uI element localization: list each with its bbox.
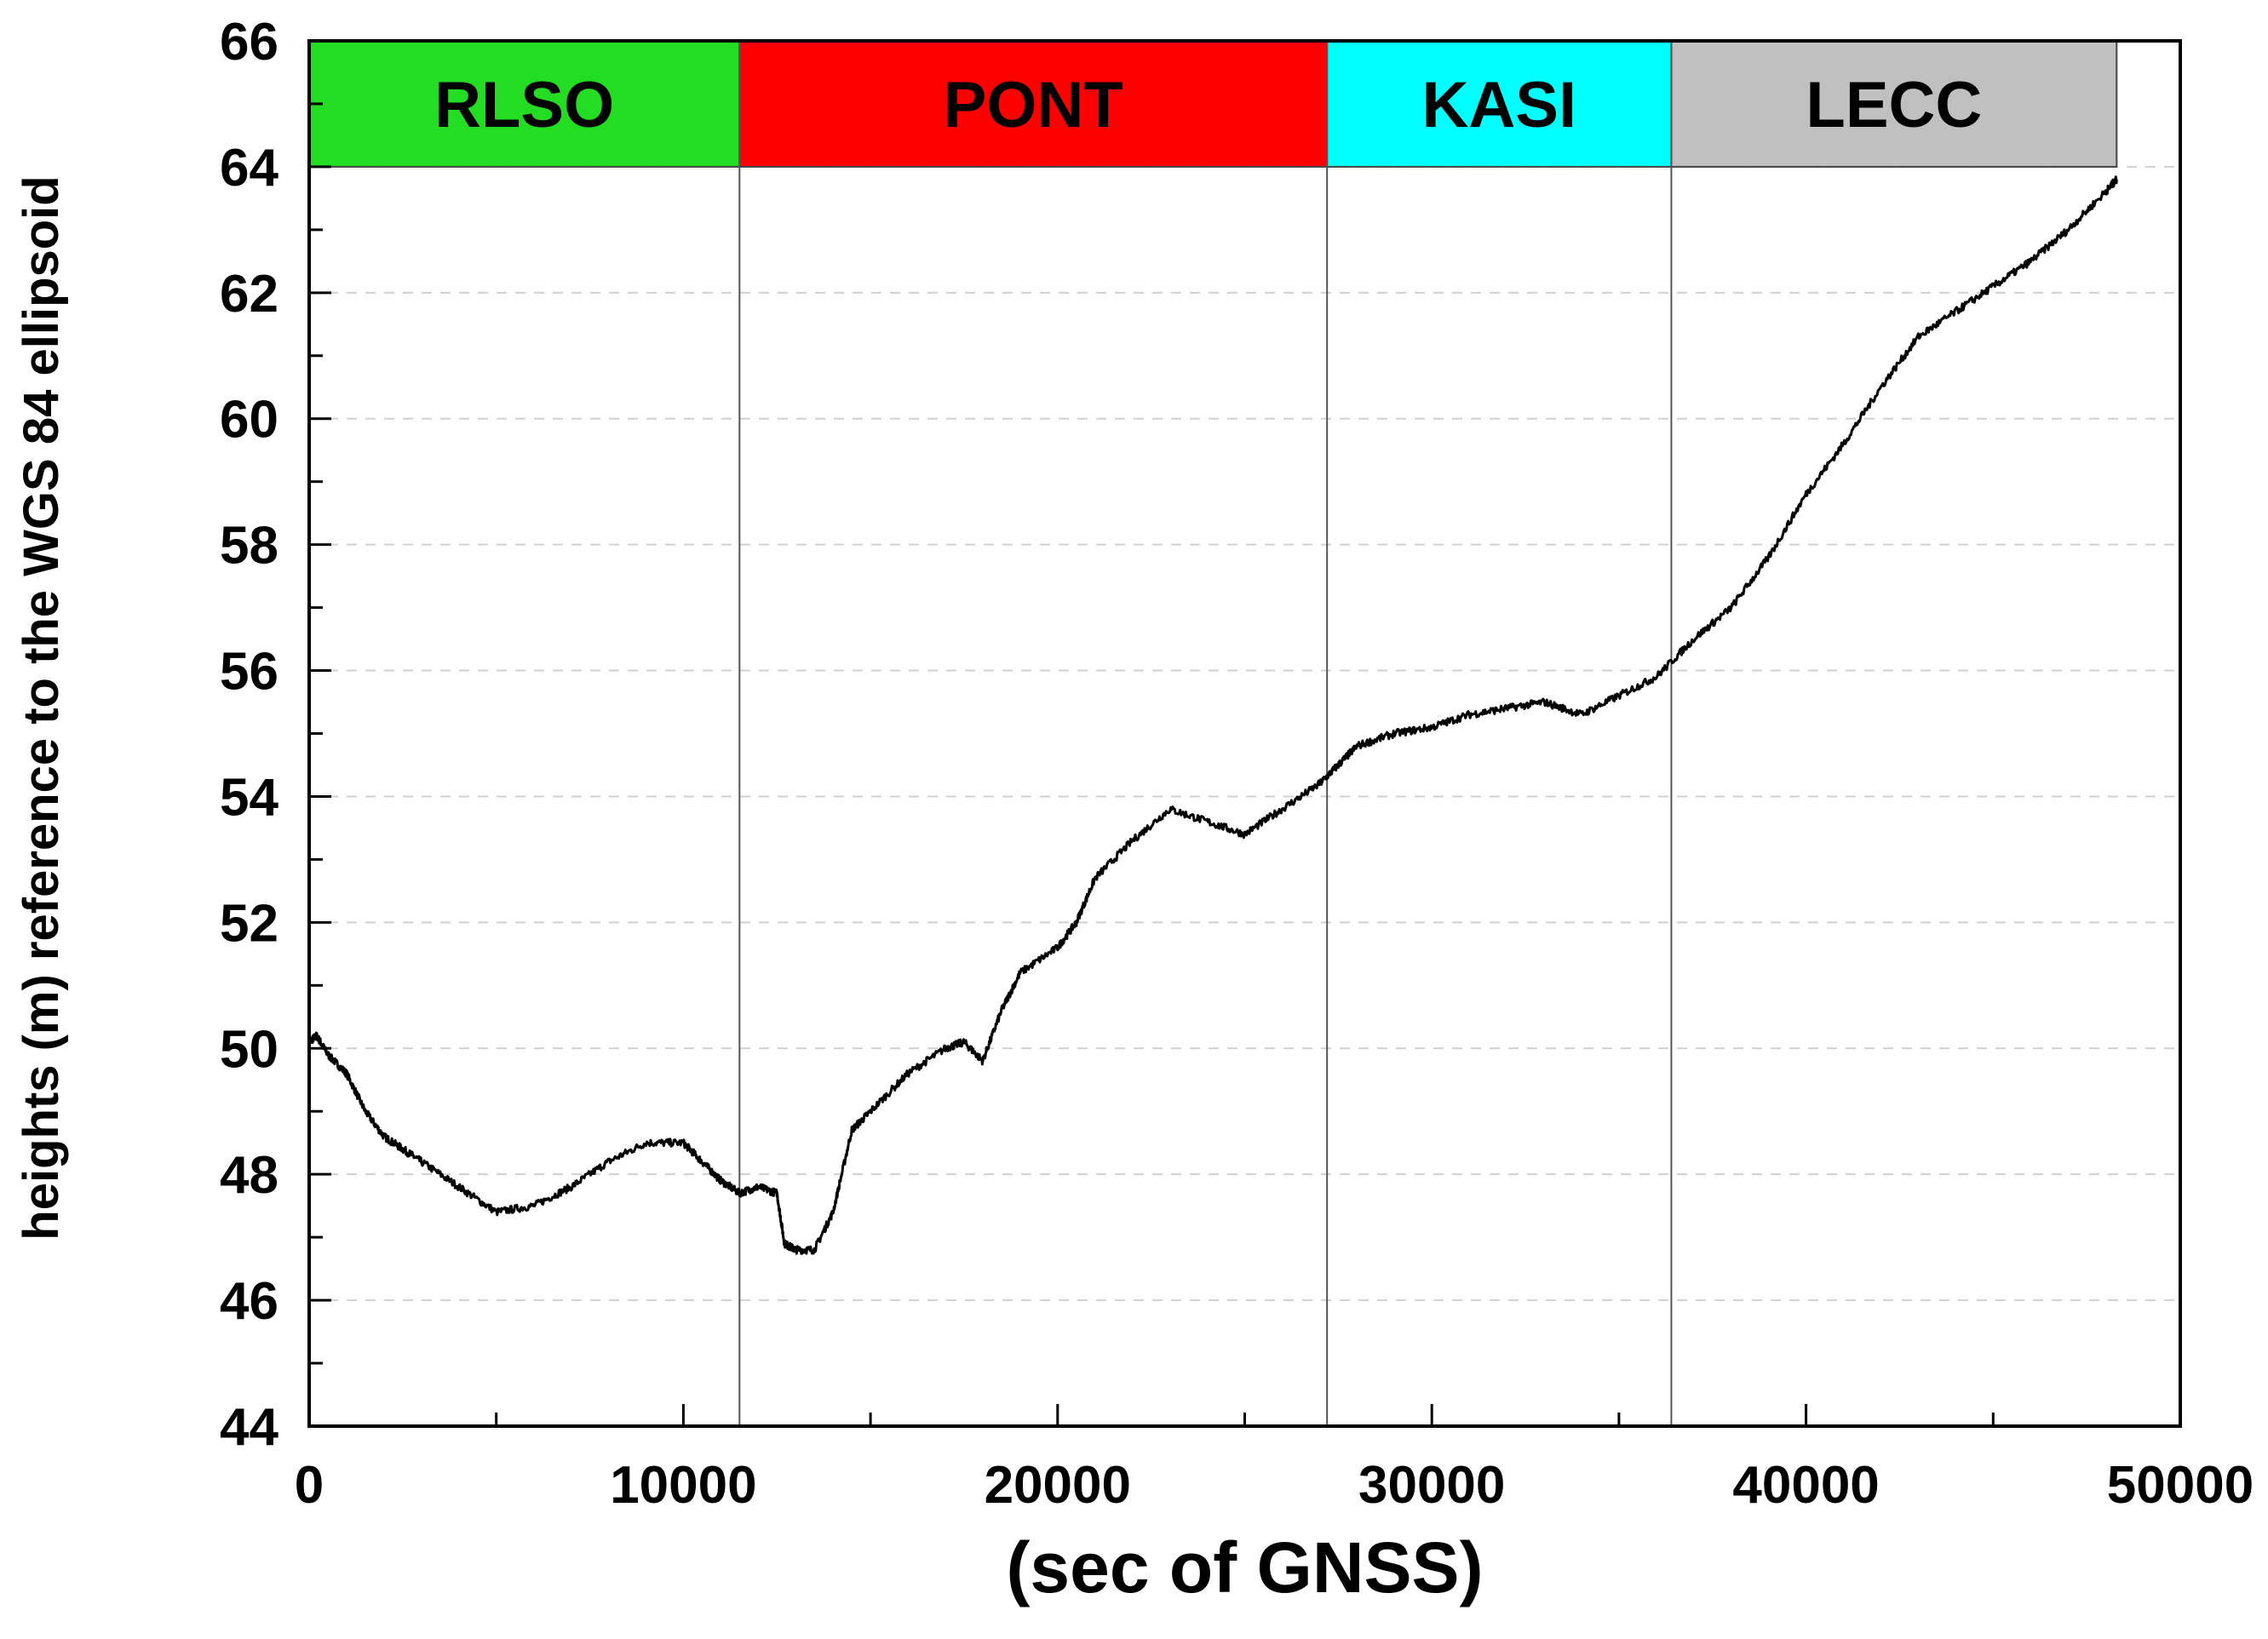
x-tick-label: 0 [295,1456,324,1515]
x-tick-label: 40000 [1732,1456,1879,1515]
series-layer [307,175,2118,1255]
y-tick-label: 64 [220,139,278,198]
series-line-0 [307,175,2118,1255]
y-tick-label: 58 [220,517,278,576]
x-tick-label: 20000 [985,1456,1131,1515]
y-tick-label: 56 [220,643,278,702]
y-tick-label: 54 [220,768,278,827]
band-label-pont: PONT [944,69,1123,141]
x-tick-label: 30000 [1358,1456,1505,1515]
plot-frame [307,39,2182,1428]
y-tick-label: 62 [220,265,278,324]
band-label-rlso: RLSO [434,69,614,141]
y-tick-label: 50 [220,1020,278,1079]
x-axis-title: (sec of GNSS) [1006,1527,1483,1607]
y-axis-title: heights (m) reference to the WGS 84 elli… [14,175,69,1240]
axis-ticks [307,39,2182,1428]
x-tick-labels: 0 10000 20000 30000 40000 50000 [295,1456,2254,1515]
x-tick-label: 50000 [2107,1456,2254,1515]
station-bands: RLSO PONT KASI LECC [308,40,2118,168]
band-lecc [1670,40,2118,168]
band-rlso [308,40,741,168]
y-tick-label: 66 [220,13,278,72]
gridlines [309,165,2180,1302]
y-tick-label: 52 [220,894,278,953]
y-tick-label: 48 [220,1146,278,1205]
y-tick-label: 44 [220,1398,278,1457]
y-tick-labels: 44 46 48 50 52 54 56 58 60 62 64 66 [220,13,278,1457]
y-tick-label: 46 [220,1272,278,1331]
band-label-kasi: KASI [1422,69,1577,141]
y-tick-label: 60 [220,391,278,450]
x-tick-label: 10000 [610,1456,756,1515]
station-dividers [738,41,1673,1426]
band-kasi [1326,40,1673,168]
band-label-lecc: LECC [1806,69,1982,141]
